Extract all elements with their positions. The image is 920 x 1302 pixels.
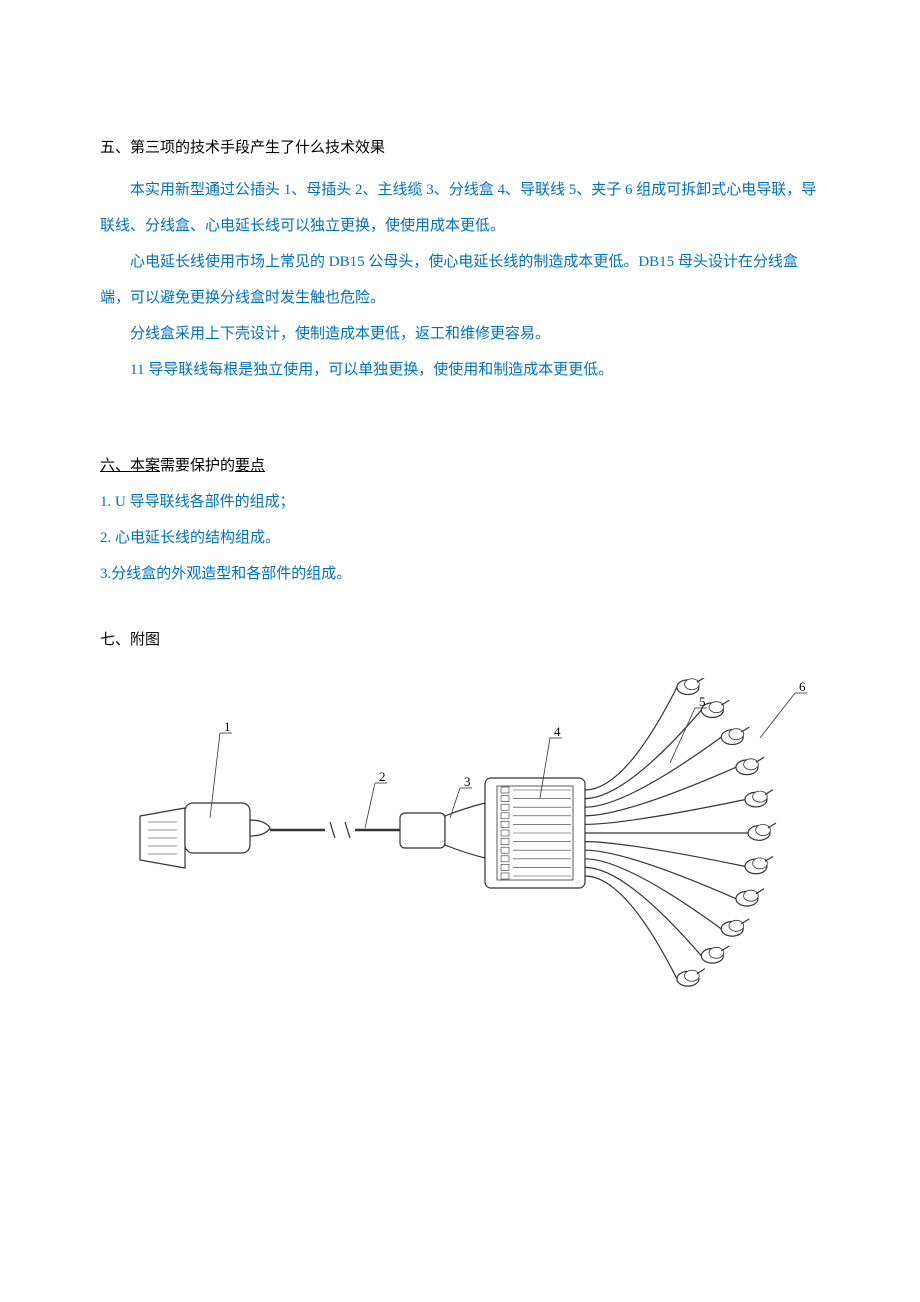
section-5-para-3: 分线盒采用上下壳设计，使制造成本更低，返工和维修更容易。	[100, 316, 820, 352]
svg-text:3: 3	[464, 774, 471, 789]
svg-text:6: 6	[799, 679, 806, 694]
section-6-heading-prefix: 六、本案	[100, 458, 160, 474]
section-6: 六、本案需要保护的要点 1. U 导导联线各部件的组成； 2. 心电延长线的结构…	[100, 448, 820, 592]
svg-text:1: 1	[224, 719, 231, 734]
section-5-para-4: 11 导导联线每根是独立使用，可以单独更换，使使用和制造成本更更低。	[100, 352, 820, 388]
svg-text:4: 4	[554, 724, 561, 739]
svg-text:5: 5	[699, 694, 706, 709]
svg-text:2: 2	[379, 769, 386, 784]
figure-container: 1 2 3 4 5 6	[100, 678, 820, 998]
technical-diagram: 1 2 3 4 5 6	[100, 678, 820, 998]
section-6-heading-suffix: 要点	[235, 458, 265, 474]
section-6-heading-mid: 需要保护的	[160, 458, 235, 474]
section-5-para-1: 本实用新型通过公插头 1、母插头 2、主线缆 3、分线盒 4、导联线 5、夹子 …	[100, 172, 820, 244]
section-6-item-1: 1. U 导导联线各部件的组成；	[100, 484, 820, 520]
section-5: 五、第三项的技术手段产生了什么技术效果 本实用新型通过公插头 1、母插头 2、主…	[100, 130, 820, 388]
section-6-item-3: 3.分线盒的外观造型和各部件的组成。	[100, 556, 820, 592]
section-6-item-2: 2. 心电延长线的结构组成。	[100, 520, 820, 556]
section-7-heading: 七、附图	[100, 622, 820, 658]
section-5-heading: 五、第三项的技术手段产生了什么技术效果	[100, 130, 820, 166]
section-7: 七、附图 1 2 3 4 5 6	[100, 622, 820, 998]
section-5-para-2: 心电延长线使用市场上常见的 DB15 公母头，使心电延长线的制造成本更低。DB1…	[100, 244, 820, 316]
section-6-heading: 六、本案需要保护的要点	[100, 458, 265, 474]
